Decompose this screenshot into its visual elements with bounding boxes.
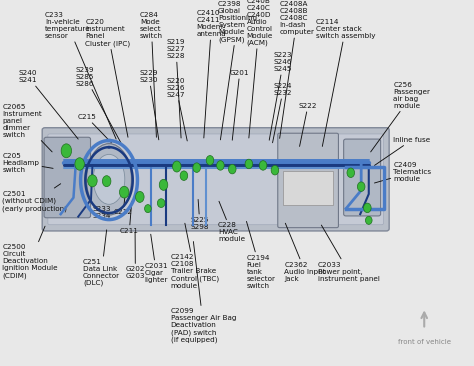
Ellipse shape bbox=[93, 154, 125, 204]
Ellipse shape bbox=[86, 143, 132, 215]
Ellipse shape bbox=[259, 161, 267, 170]
FancyBboxPatch shape bbox=[48, 134, 383, 225]
Text: S229
S230: S229 S230 bbox=[140, 70, 159, 140]
Text: S219
S227
S228: S219 S227 S228 bbox=[167, 40, 185, 138]
Text: C2408A
C2408B
C2408C
In-dash
computer: C2408A C2408B C2408C In-dash computer bbox=[280, 1, 315, 138]
Text: Inline fuse: Inline fuse bbox=[374, 137, 431, 165]
Text: G201: G201 bbox=[230, 70, 249, 140]
Text: C220
Instrument
Panel
Cluster (IPC): C220 Instrument Panel Cluster (IPC) bbox=[85, 19, 130, 137]
Text: C240A
C240B
C240C
C240D
Audio
Control
Module
(ACM): C240A C240B C240C C240D Audio Control Mo… bbox=[246, 0, 273, 138]
Text: C2410
C2411
Modem-
antenna: C2410 C2411 Modem- antenna bbox=[197, 10, 226, 138]
Text: S225
S298: S225 S298 bbox=[191, 199, 209, 230]
Text: G202
G203: G202 G203 bbox=[126, 232, 145, 279]
Text: C256
Passenger
air bag
module: C256 Passenger air bag module bbox=[371, 82, 430, 152]
Ellipse shape bbox=[271, 165, 279, 175]
Text: S240
S241: S240 S241 bbox=[19, 70, 78, 139]
Ellipse shape bbox=[173, 161, 181, 172]
Text: C215: C215 bbox=[77, 114, 111, 143]
Ellipse shape bbox=[217, 161, 224, 170]
Text: C2142
C2108
Trailer Brake
Control (TBC)
module: C2142 C2108 Trailer Brake Control (TBC) … bbox=[171, 223, 219, 289]
Ellipse shape bbox=[88, 175, 97, 187]
Text: C205
Headlamp
switch: C205 Headlamp switch bbox=[2, 153, 53, 173]
Text: S222: S222 bbox=[299, 103, 317, 146]
Text: C228
HVAC
module: C228 HVAC module bbox=[218, 201, 245, 242]
Text: C211: C211 bbox=[120, 201, 139, 234]
Text: C212: C212 bbox=[114, 190, 133, 215]
Ellipse shape bbox=[357, 182, 365, 191]
Ellipse shape bbox=[102, 176, 111, 187]
FancyBboxPatch shape bbox=[278, 133, 338, 228]
Ellipse shape bbox=[364, 203, 371, 213]
FancyBboxPatch shape bbox=[344, 139, 381, 216]
Ellipse shape bbox=[136, 191, 144, 202]
FancyBboxPatch shape bbox=[283, 171, 333, 205]
Text: C2409
Telematics
module: C2409 Telematics module bbox=[374, 162, 431, 183]
Text: S239
S285
S286: S239 S285 S286 bbox=[76, 67, 121, 143]
Text: C2033
Power point,
instrument panel: C2033 Power point, instrument panel bbox=[318, 225, 380, 281]
Ellipse shape bbox=[75, 158, 84, 170]
Ellipse shape bbox=[193, 163, 201, 172]
FancyBboxPatch shape bbox=[42, 128, 389, 231]
Ellipse shape bbox=[157, 199, 165, 208]
Text: C2065
Instrument
panel
dimmer
switch: C2065 Instrument panel dimmer switch bbox=[2, 104, 52, 152]
Ellipse shape bbox=[365, 216, 372, 224]
Ellipse shape bbox=[228, 164, 236, 174]
Text: S220
S226
S247: S220 S226 S247 bbox=[167, 78, 187, 141]
Text: C2194
Fuel
tank
selector
switch: C2194 Fuel tank selector switch bbox=[246, 221, 275, 288]
Ellipse shape bbox=[159, 179, 168, 190]
Text: C2501
(without CDIM)
(early production): C2501 (without CDIM) (early production) bbox=[2, 184, 67, 212]
Ellipse shape bbox=[206, 156, 214, 165]
Ellipse shape bbox=[347, 168, 355, 178]
Text: front of vehicle: front of vehicle bbox=[398, 339, 451, 344]
Text: C2114
Center stack
switch assembly: C2114 Center stack switch assembly bbox=[316, 19, 375, 146]
Text: C2099
Passenger Air Bag
Deactivation
(PAD) switch
(if equipped): C2099 Passenger Air Bag Deactivation (PA… bbox=[171, 242, 236, 343]
Text: C2398
Global
Positioning
System
Module
(GPSM): C2398 Global Positioning System Module (… bbox=[218, 1, 257, 140]
Text: S223
S246
S245: S223 S246 S245 bbox=[269, 52, 292, 140]
FancyBboxPatch shape bbox=[44, 137, 91, 218]
Ellipse shape bbox=[119, 186, 129, 198]
Text: C2500
Circuit
Deactivation
Ignition Module
(CDIM): C2500 Circuit Deactivation Ignition Modu… bbox=[2, 226, 58, 279]
Ellipse shape bbox=[245, 159, 253, 169]
Text: C2362
Audio Input
Jack: C2362 Audio Input Jack bbox=[284, 223, 326, 281]
Text: C233
In-vehicle
temperature
sensor: C233 In-vehicle temperature sensor bbox=[45, 12, 116, 139]
Text: C2031
Cigar
lighter: C2031 Cigar lighter bbox=[145, 234, 168, 283]
Ellipse shape bbox=[180, 171, 188, 180]
Text: S233
S234: S233 S234 bbox=[92, 195, 111, 219]
Ellipse shape bbox=[145, 205, 151, 213]
Ellipse shape bbox=[61, 144, 72, 158]
Text: C284
Mode
select
switch: C284 Mode select switch bbox=[140, 12, 163, 137]
Text: C251
Data Link
Connector
(DLC): C251 Data Link Connector (DLC) bbox=[83, 230, 120, 287]
Text: S224
S232: S224 S232 bbox=[273, 83, 292, 143]
